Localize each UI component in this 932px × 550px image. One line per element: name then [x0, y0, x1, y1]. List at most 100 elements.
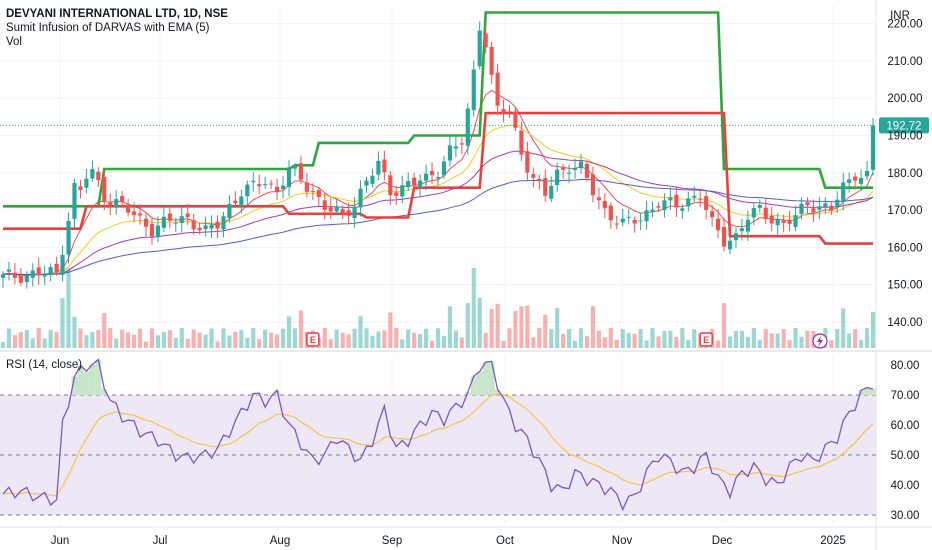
volume-bar	[370, 335, 375, 348]
candle-body	[769, 215, 774, 224]
volume-bar	[400, 339, 405, 348]
volume-bar	[549, 329, 554, 348]
candle-body	[155, 225, 161, 237]
candle-body	[590, 174, 596, 196]
volume-bar	[614, 339, 619, 348]
volume-bar	[239, 330, 244, 348]
lightning-icon	[812, 333, 828, 349]
candle-body	[680, 208, 685, 211]
volume-bar	[12, 335, 17, 348]
volume-label[interactable]: Vol	[6, 36, 22, 48]
candle-body	[251, 180, 256, 183]
candle-body	[501, 109, 506, 114]
volume-bar	[78, 328, 83, 348]
volume-bar	[859, 339, 864, 348]
candle	[650, 201, 655, 218]
candle-body	[257, 184, 262, 187]
volume-bar	[334, 329, 339, 348]
volume-bar	[638, 328, 643, 348]
volume-bar	[263, 329, 268, 348]
price-tick-label: 140.00	[887, 317, 922, 329]
candles	[0, 21, 876, 289]
volume-bars	[0, 268, 876, 348]
candle	[513, 106, 518, 131]
candle	[191, 214, 196, 235]
candle-body	[596, 197, 601, 201]
volume-bar	[519, 306, 524, 348]
candle-body	[525, 151, 530, 173]
candle-body	[114, 199, 119, 207]
candle	[715, 209, 721, 239]
volume-bar	[423, 328, 429, 348]
darvas-bottom-line	[3, 111, 873, 245]
candle-body	[191, 220, 196, 230]
candle	[567, 164, 572, 183]
candle	[382, 150, 387, 181]
candle-body	[495, 72, 500, 106]
price-tick-label: 200.00	[887, 93, 922, 105]
candle-body	[578, 161, 584, 169]
volume-bar	[686, 339, 691, 348]
earnings-marker: E	[699, 332, 713, 347]
candle-body	[668, 197, 673, 201]
volume-bar	[0, 342, 6, 348]
candle	[423, 164, 429, 191]
volume-bar	[346, 334, 351, 348]
candle	[501, 99, 506, 123]
volume-bar	[578, 328, 584, 348]
candle-body	[561, 167, 566, 170]
candle	[149, 218, 155, 245]
candle-body	[608, 205, 613, 221]
candle	[286, 159, 292, 197]
candle	[114, 190, 119, 215]
time-tick-label: Jul	[153, 535, 168, 547]
volume-bar	[126, 332, 131, 348]
candle	[90, 160, 95, 183]
volume-bar	[328, 339, 333, 348]
candle	[602, 193, 607, 218]
volume-bar	[465, 303, 470, 348]
candle	[322, 192, 327, 220]
candle	[185, 204, 190, 225]
candle	[453, 137, 458, 158]
candle-body	[6, 269, 12, 272]
candle	[847, 172, 852, 193]
candle-body	[30, 270, 35, 278]
volume-bar	[799, 336, 804, 348]
volume-bar	[572, 340, 578, 348]
volume-bar	[471, 268, 476, 348]
candle-body	[167, 213, 172, 221]
volume-bar	[567, 328, 572, 348]
candle	[459, 137, 464, 155]
candle	[239, 189, 244, 214]
candle	[42, 265, 47, 286]
volume-bar	[155, 335, 161, 348]
candle-body	[131, 211, 137, 216]
volume-bar	[477, 298, 482, 348]
candle-body	[572, 168, 578, 171]
rsi-label[interactable]: RSI (14, close)	[6, 359, 83, 371]
candle-body	[751, 208, 756, 218]
candle	[835, 191, 840, 213]
candle-body	[126, 204, 131, 213]
volume-bar	[608, 328, 613, 348]
volume-bar	[412, 332, 417, 348]
volume-bar	[829, 340, 834, 348]
candle	[614, 215, 619, 230]
candle-body	[12, 272, 17, 278]
volume-bar	[847, 333, 852, 348]
rsi-tick-label: 70.00	[891, 390, 920, 402]
chart-title: DEVYANI INTERNATIONAL LTD, 1D, NSE	[6, 8, 228, 20]
candle-body	[149, 224, 155, 237]
candle-body	[626, 216, 631, 218]
currency-label[interactable]: INR	[890, 10, 910, 22]
candle-body	[292, 166, 298, 169]
candle-body	[233, 200, 238, 204]
volume-bar	[769, 333, 774, 348]
volume-bar	[60, 298, 65, 348]
candle-body	[84, 178, 89, 188]
volume-bar	[727, 336, 733, 348]
rsi-tick-label: 80.00	[891, 360, 920, 372]
indicator-label[interactable]: Sumit Infusion of DARVAS with EMA (5)	[6, 22, 210, 34]
